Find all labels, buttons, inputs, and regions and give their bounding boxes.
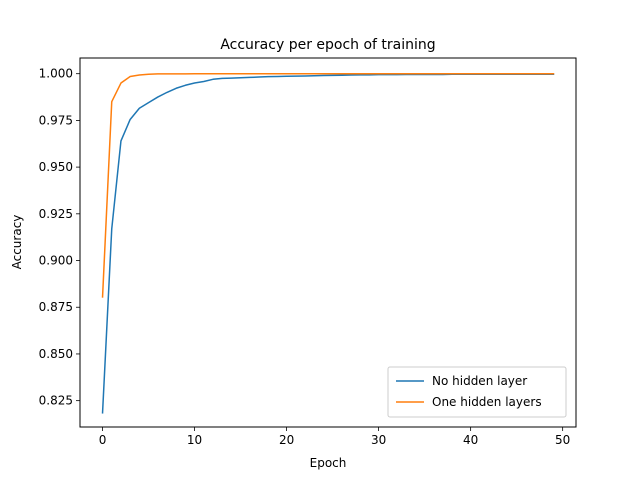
y-axis-label: Accuracy: [10, 215, 24, 270]
x-tick-label: 50: [555, 433, 570, 447]
legend: No hidden layer One hidden layers: [387, 366, 567, 418]
y-tick-label: 0.925: [39, 207, 73, 221]
legend-box: [387, 366, 567, 418]
series-line-1: [101, 72, 555, 298]
legend-label-1: One hidden layers: [432, 395, 542, 409]
y-tick-label: 0.825: [39, 394, 73, 408]
y-tick-label: 0.875: [39, 300, 73, 314]
axes-frame: [79, 57, 577, 428]
x-axis: 0 10 20 30 40 50: [99, 427, 570, 447]
chart-title: Accuracy per epoch of training: [220, 37, 435, 53]
y-tick-label: 0.900: [39, 254, 73, 268]
x-tick-label: 20: [279, 433, 294, 447]
legend-label-0: No hidden layer: [432, 374, 527, 388]
y-tick-label: 0.950: [39, 160, 73, 174]
x-axis-label: Epoch: [310, 456, 347, 470]
y-axis: 0.825 0.850 0.875 0.900 0.925 0.950 0.975 1.000: [39, 67, 80, 408]
x-tick-label: 0: [99, 433, 107, 447]
x-tick-label: 10: [187, 433, 202, 447]
x-tick-label: 30: [371, 433, 386, 447]
y-tick-label: 1.000: [39, 67, 73, 81]
y-tick-label: 0.850: [39, 347, 73, 361]
x-tick-label: 40: [463, 433, 478, 447]
plot-area: [101, 72, 555, 414]
y-tick-label: 0.975: [39, 113, 73, 127]
